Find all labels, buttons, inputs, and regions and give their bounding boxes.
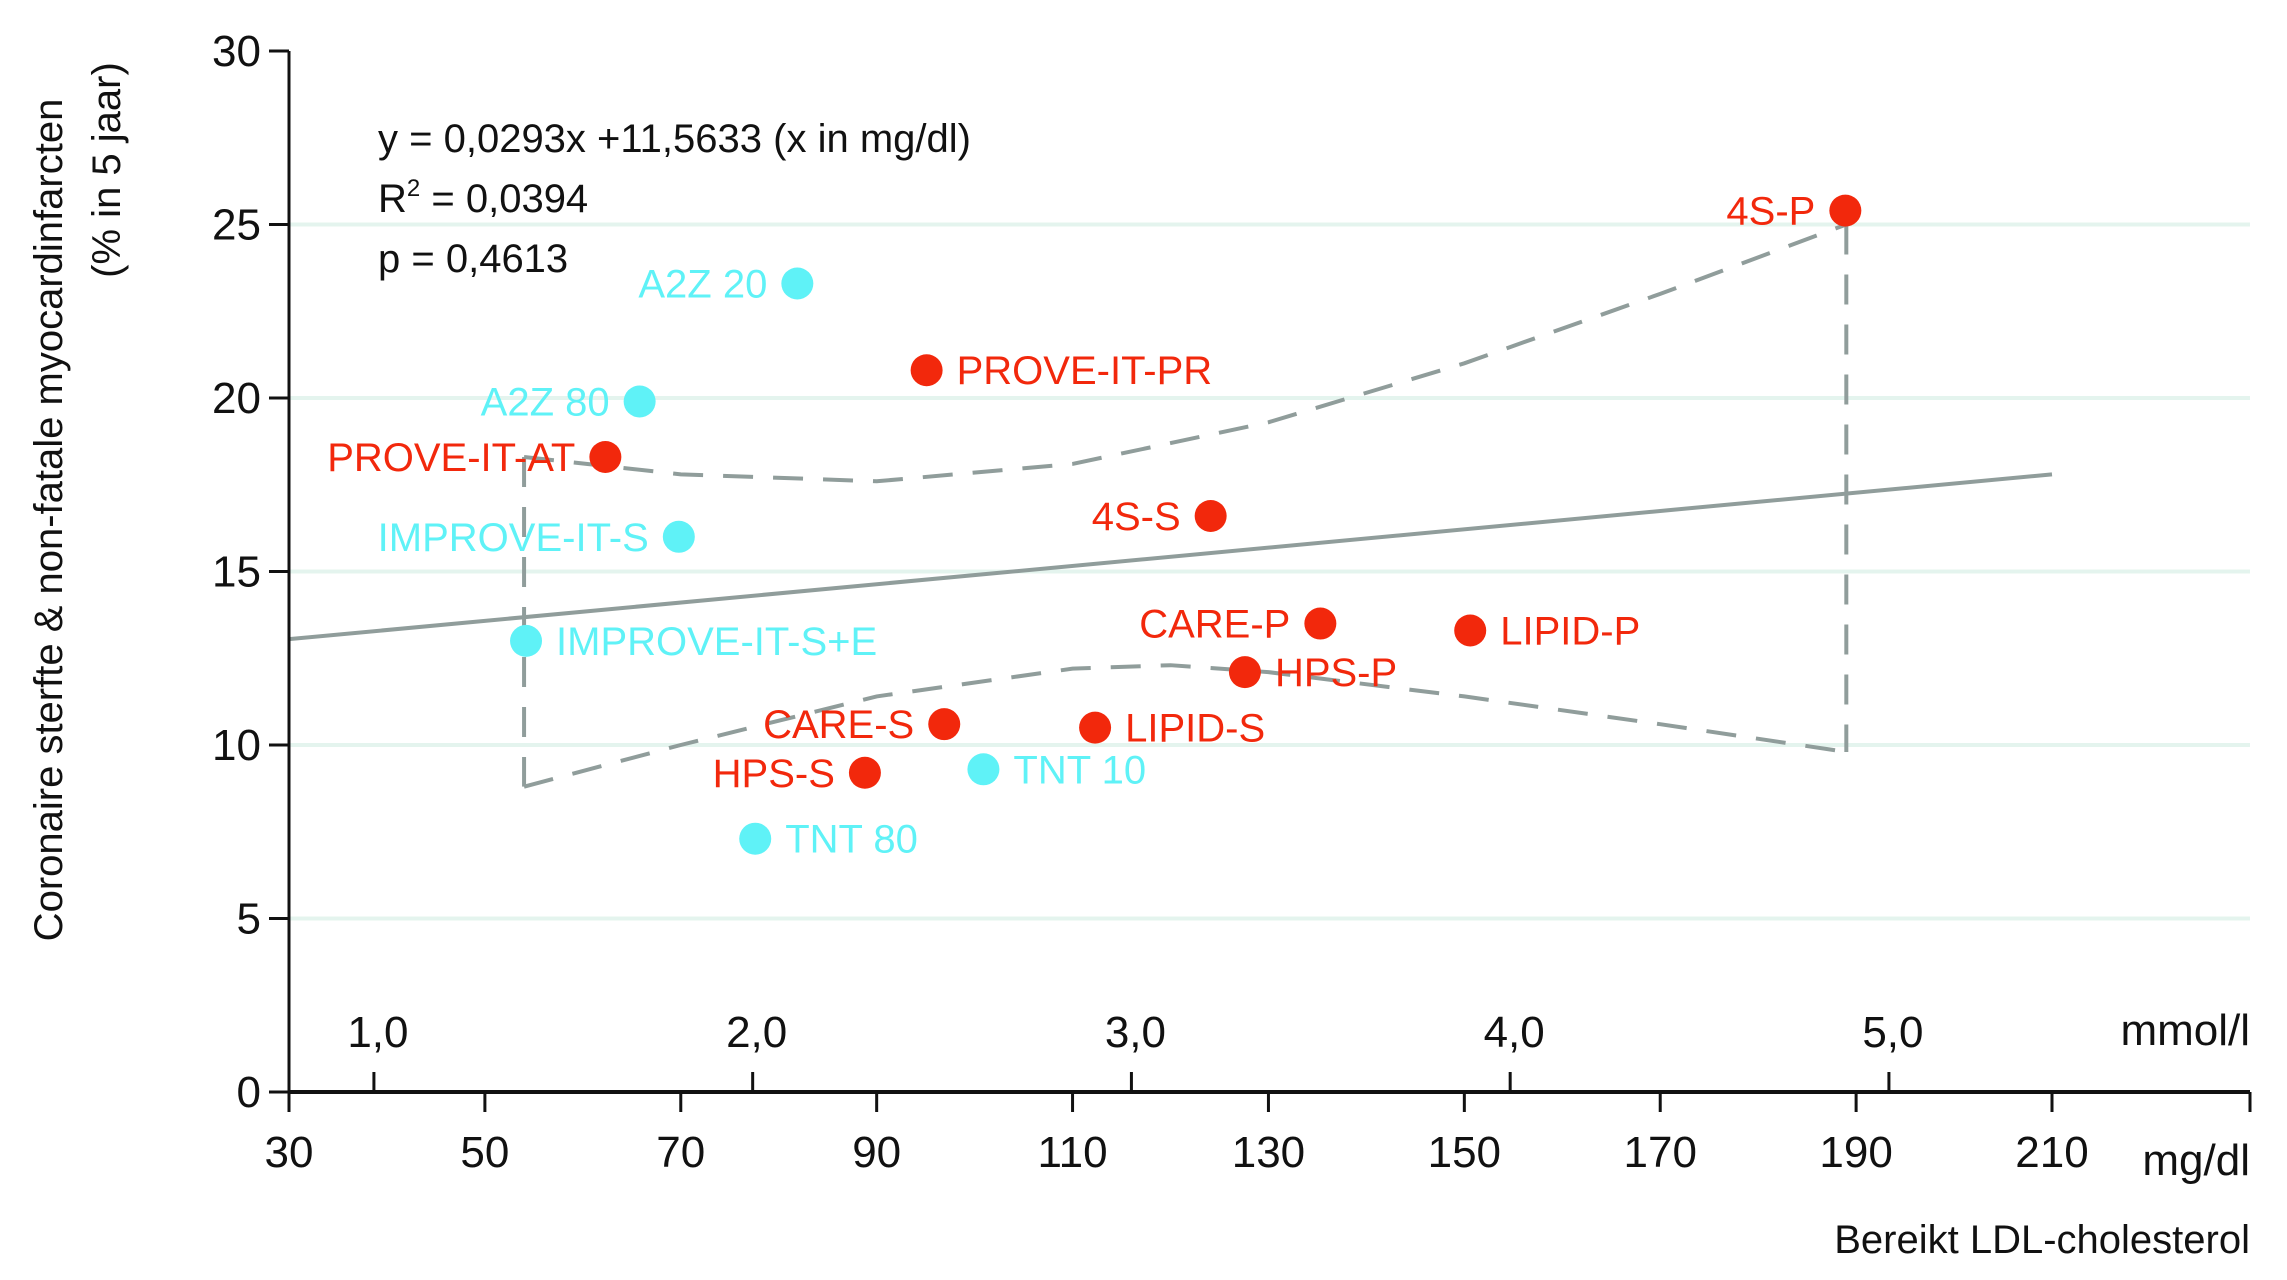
point-label: 4S-P — [1726, 190, 1815, 234]
regression-line — [288, 472, 2053, 642]
point-label: A2Z 80 — [481, 380, 610, 424]
y-tick-label: 15 — [212, 548, 261, 597]
data-point — [662, 520, 695, 553]
point-label: HPS-P — [1275, 651, 1397, 695]
y-tick-label: 10 — [212, 721, 261, 770]
x2-tick-label: 1,0 — [347, 1008, 408, 1057]
point-label: 4S-S — [1092, 495, 1181, 539]
data-point — [848, 756, 881, 789]
x-tick-label: 110 — [1037, 1128, 1107, 1177]
x-tick-label: 130 — [1232, 1128, 1305, 1177]
regression-equation: y = 0,0293x +11,5633 (x in mg/dl) — [378, 117, 971, 161]
data-point — [1454, 614, 1487, 647]
data-point — [1829, 194, 1862, 227]
point-label: A2Z 20 — [638, 262, 767, 306]
point-label: LIPID-S — [1125, 707, 1265, 751]
x-axis-title: Bereikt LDL-cholesterol — [1834, 1218, 2250, 1262]
x-tick-label: 170 — [1624, 1128, 1697, 1177]
data-point — [967, 753, 1000, 786]
point-label: IMPROVE-IT-S — [378, 516, 649, 560]
point-label: IMPROVE-IT-S+E — [556, 620, 877, 664]
data-point — [1079, 711, 1112, 744]
data-point — [1194, 499, 1227, 532]
data-point — [910, 354, 943, 387]
data-point — [510, 624, 543, 657]
data-point — [589, 440, 622, 473]
gridlines — [289, 222, 2250, 921]
point-label: TNT 10 — [1013, 748, 1146, 792]
data-point — [1304, 607, 1337, 640]
point-label: PROVE-IT-AT — [327, 436, 575, 480]
y-axis-title: Coronaire sterfte & non-fatale myocardin… — [27, 99, 71, 942]
x-tick-label: 70 — [656, 1128, 705, 1177]
y-tick-label: 5 — [237, 895, 261, 944]
x-tick-label: 90 — [852, 1128, 901, 1177]
y-tick-label: 20 — [212, 374, 261, 423]
band-lower — [523, 663, 1847, 789]
p-value: p = 0,4613 — [378, 237, 568, 281]
data-point — [928, 708, 961, 741]
axes: 0 5 10 15 20 25 30 30 50 70 90 110 130 150 170 190 210 1,… — [212, 27, 2252, 1177]
x-tick-label: 30 — [265, 1128, 314, 1177]
x-tick-label: 150 — [1428, 1128, 1501, 1177]
point-label: HPS-S — [713, 752, 835, 796]
x2-axis-unit-mmol: mmol/l — [2120, 1006, 2250, 1055]
x2-tick-label: 4,0 — [1484, 1008, 1545, 1057]
data-point — [1228, 656, 1261, 689]
confidence-band — [522, 222, 1849, 789]
r-squared: R2 = 0,0394 — [378, 175, 588, 221]
y-tick-label: 25 — [212, 201, 261, 250]
x-tick-label: 210 — [2015, 1128, 2088, 1177]
y-axis-subtitle: (% in 5 jaar) — [85, 62, 129, 278]
regression-line-segment — [288, 472, 2053, 642]
y-tick-label: 0 — [237, 1068, 261, 1117]
x-axis-unit-mgdl: mg/dl — [2142, 1136, 2250, 1185]
data-points: PROVE-IT-AT PROVE-IT-PR 4S-S CARE-P LIPID-P H… — [327, 190, 1862, 862]
x2-tick-label: 2,0 — [726, 1008, 787, 1057]
x2-tick-label: 3,0 — [1105, 1008, 1166, 1057]
point-label: CARE-P — [1139, 603, 1290, 647]
point-label: TNT 80 — [785, 818, 918, 862]
x-tick-label: 190 — [1819, 1128, 1892, 1177]
x-tick-label: 50 — [460, 1128, 509, 1177]
point-label: CARE-S — [763, 703, 914, 747]
x2-tick-label: 5,0 — [1862, 1008, 1923, 1057]
stats-box: y = 0,0293x +11,5633 (x in mg/dl) R2 = 0… — [378, 117, 971, 281]
data-point — [623, 385, 656, 418]
point-label: LIPID-P — [1500, 609, 1640, 653]
data-point — [739, 822, 772, 855]
data-point — [781, 267, 814, 300]
y-tick-label: 30 — [212, 27, 261, 76]
point-label: PROVE-IT-PR — [957, 349, 1213, 393]
band-upper — [523, 222, 1848, 484]
